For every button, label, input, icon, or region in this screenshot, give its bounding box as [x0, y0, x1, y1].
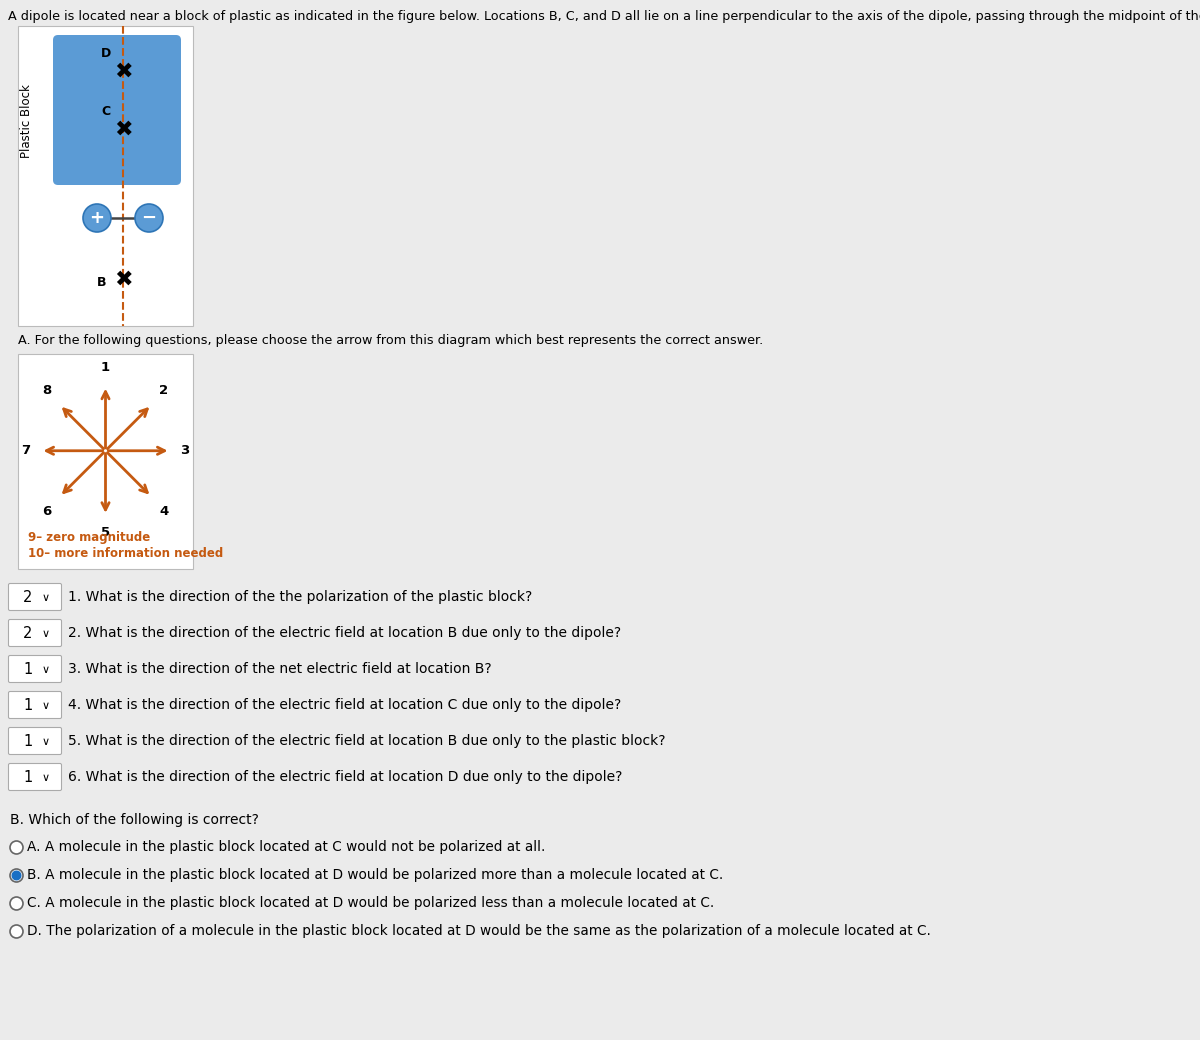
- Text: 2: 2: [23, 625, 32, 641]
- Text: D: D: [101, 47, 112, 60]
- Text: B. Which of the following is correct?: B. Which of the following is correct?: [10, 813, 259, 827]
- Text: 4: 4: [160, 504, 169, 518]
- Text: C. A molecule in the plastic block located at D would be polarized less than a m: C. A molecule in the plastic block locat…: [28, 896, 714, 910]
- Text: 1: 1: [23, 733, 32, 749]
- Text: Plastic Block: Plastic Block: [20, 84, 34, 158]
- Text: 9– zero magnitude: 9– zero magnitude: [28, 531, 150, 544]
- Text: A. A molecule in the plastic block located at C would not be polarized at all.: A. A molecule in the plastic block locat…: [28, 840, 545, 855]
- FancyBboxPatch shape: [8, 728, 61, 754]
- Circle shape: [134, 204, 163, 232]
- Text: 5: 5: [101, 526, 110, 539]
- Text: ✖: ✖: [114, 270, 132, 290]
- FancyBboxPatch shape: [8, 763, 61, 790]
- Circle shape: [12, 872, 20, 880]
- Text: B. A molecule in the plastic block located at D would be polarized more than a m: B. A molecule in the plastic block locat…: [28, 868, 724, 883]
- Text: ✖: ✖: [114, 62, 132, 82]
- Text: A. For the following questions, please choose the arrow from this diagram which : A. For the following questions, please c…: [18, 334, 763, 347]
- Text: 1. What is the direction of the the polarization of the plastic block?: 1. What is the direction of the the pola…: [68, 590, 533, 604]
- Circle shape: [10, 925, 23, 938]
- Text: C: C: [101, 105, 110, 118]
- FancyBboxPatch shape: [8, 620, 61, 647]
- Text: 1: 1: [101, 361, 110, 373]
- Text: 2: 2: [160, 384, 168, 397]
- FancyBboxPatch shape: [53, 35, 181, 185]
- Text: ✖: ✖: [114, 120, 132, 140]
- Text: ∨: ∨: [42, 629, 50, 639]
- Text: 4. What is the direction of the electric field at location C due only to the dip: 4. What is the direction of the electric…: [68, 698, 622, 712]
- Circle shape: [83, 204, 112, 232]
- Text: 6. What is the direction of the electric field at location D due only to the dip: 6. What is the direction of the electric…: [68, 770, 623, 784]
- Text: 1: 1: [23, 698, 32, 712]
- Circle shape: [10, 896, 23, 910]
- Text: 8: 8: [42, 384, 52, 397]
- Text: ∨: ∨: [42, 593, 50, 603]
- Text: 2: 2: [23, 590, 32, 604]
- FancyBboxPatch shape: [8, 655, 61, 682]
- FancyBboxPatch shape: [18, 26, 193, 326]
- Text: 3: 3: [180, 444, 190, 458]
- Text: ∨: ∨: [42, 773, 50, 783]
- FancyBboxPatch shape: [18, 354, 193, 569]
- Text: 2. What is the direction of the electric field at location B due only to the dip: 2. What is the direction of the electric…: [68, 626, 622, 640]
- Text: 1: 1: [23, 661, 32, 676]
- Text: +: +: [90, 209, 104, 227]
- Text: ∨: ∨: [42, 737, 50, 747]
- Circle shape: [10, 869, 23, 882]
- Text: ∨: ∨: [42, 665, 50, 675]
- Text: ∨: ∨: [42, 701, 50, 711]
- Text: 1: 1: [23, 770, 32, 784]
- FancyBboxPatch shape: [8, 692, 61, 719]
- Text: 5. What is the direction of the electric field at location B due only to the pla: 5. What is the direction of the electric…: [68, 734, 666, 748]
- Circle shape: [10, 841, 23, 854]
- Text: A dipole is located near a block of plastic as indicated in the figure below. Lo: A dipole is located near a block of plas…: [8, 10, 1200, 23]
- Text: 3. What is the direction of the net electric field at location B?: 3. What is the direction of the net elec…: [68, 662, 492, 676]
- Text: 7: 7: [22, 444, 30, 458]
- Text: 6: 6: [42, 504, 52, 518]
- Text: B: B: [97, 276, 107, 288]
- Text: 10– more information needed: 10– more information needed: [28, 547, 223, 560]
- Text: −: −: [142, 209, 156, 227]
- FancyBboxPatch shape: [8, 583, 61, 610]
- Text: D. The polarization of a molecule in the plastic block located at D would be the: D. The polarization of a molecule in the…: [28, 925, 931, 938]
